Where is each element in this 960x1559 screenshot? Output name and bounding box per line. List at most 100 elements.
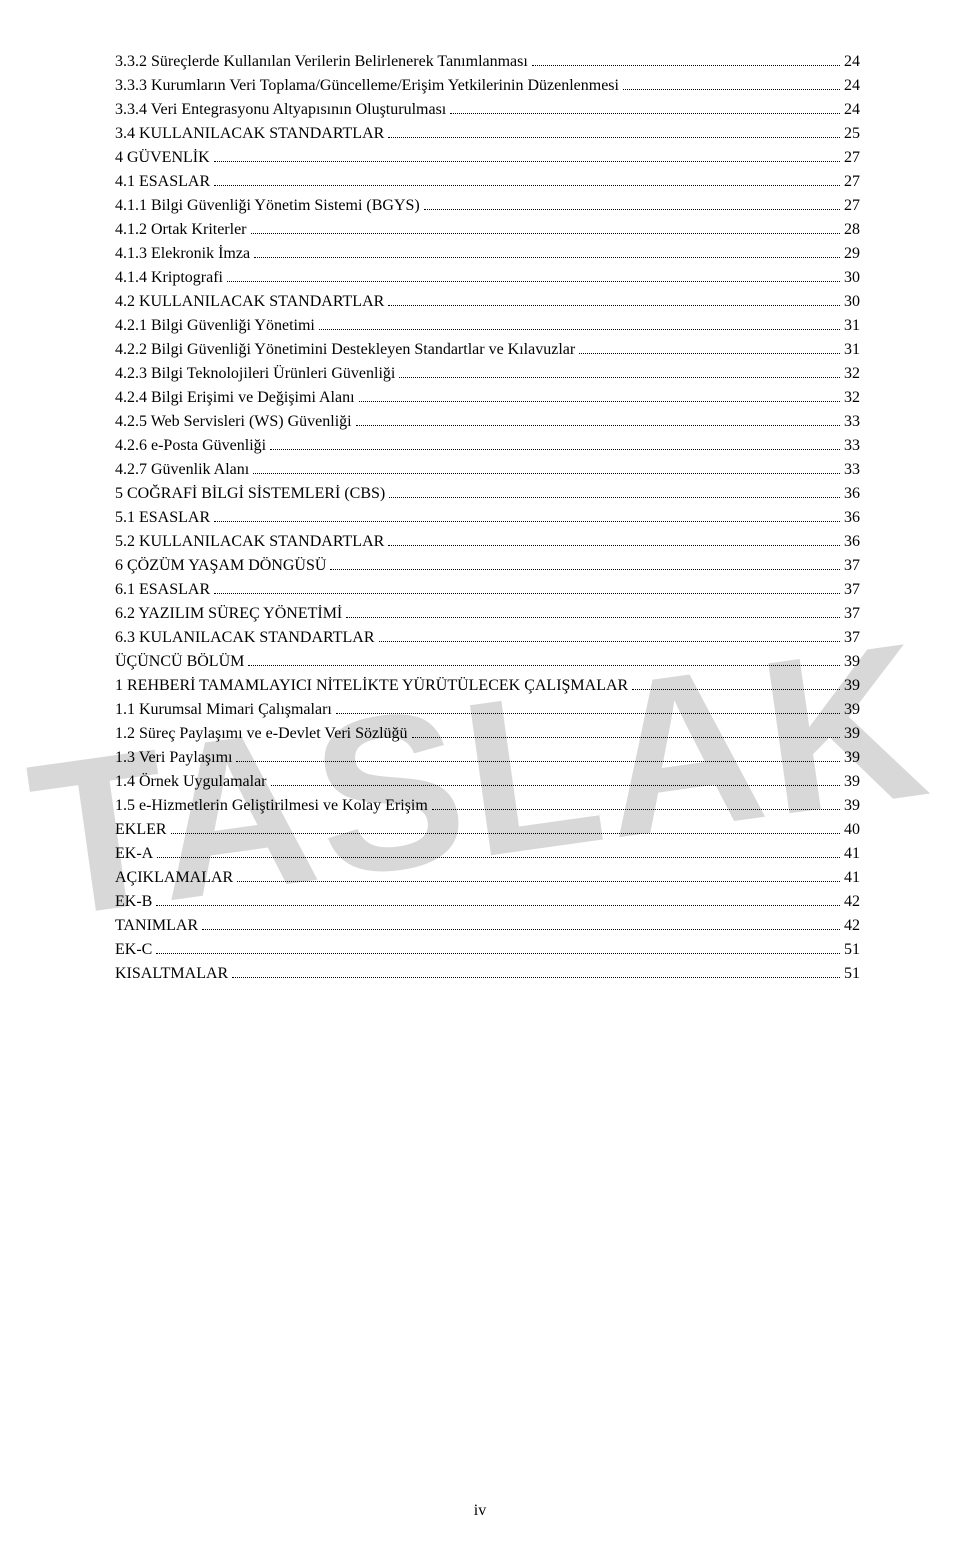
toc-leader-dots	[156, 939, 840, 954]
toc-entry-page: 27	[842, 170, 860, 194]
toc-entry-page: 32	[842, 362, 860, 386]
toc-row: 1.4 Örnek Uygulamalar 39	[115, 770, 860, 794]
toc-entry-page: 36	[842, 506, 860, 530]
table-of-contents: 3.3.2 Süreçlerde Kullanılan Verilerin Be…	[115, 50, 860, 986]
toc-leader-dots	[424, 195, 840, 210]
toc-leader-dots	[202, 915, 840, 930]
toc-entry-page: 33	[842, 434, 860, 458]
toc-leader-dots	[579, 339, 840, 354]
toc-entry-label: 4.2.3 Bilgi Teknolojileri Ürünleri Güven…	[115, 362, 397, 386]
toc-leader-dots	[359, 387, 840, 402]
toc-row: 1.5 e-Hizmetlerin Geliştirilmesi ve Kola…	[115, 794, 860, 818]
toc-entry-page: 42	[842, 914, 860, 938]
toc-entry-page: 25	[842, 122, 860, 146]
toc-entry-page: 51	[842, 962, 860, 986]
toc-row: 5 COĞRAFİ BİLGİ SİSTEMLERİ (CBS)36	[115, 482, 860, 506]
toc-row: 4.2 KULLANILACAK STANDARTLAR30	[115, 290, 860, 314]
toc-entry-page: 24	[842, 98, 860, 122]
toc-entry-page: 39	[842, 698, 860, 722]
toc-entry-label: 4.2.6 e-Posta Güvenliği	[115, 434, 268, 458]
toc-entry-page: 24	[842, 74, 860, 98]
toc-entry-page: 39	[842, 794, 860, 818]
toc-leader-dots	[450, 99, 840, 114]
toc-entry-label: 6.2 YAZILIM SÜREÇ YÖNETİMİ	[115, 602, 344, 626]
toc-row: 6 ÇÖZÜM YAŞAM DÖNGÜSÜ 37	[115, 554, 860, 578]
toc-entry-label: 3.4 KULLANILACAK STANDARTLAR	[115, 122, 386, 146]
toc-entry-page: 41	[842, 842, 860, 866]
toc-leader-dots	[251, 219, 840, 234]
toc-leader-dots	[389, 483, 840, 498]
toc-row: 1.1 Kurumsal Mimari Çalışmaları 39	[115, 698, 860, 722]
toc-row: 4.2.4 Bilgi Erişimi ve Değişimi Alanı 32	[115, 386, 860, 410]
toc-row: 4.1.3 Elekronik İmza29	[115, 242, 860, 266]
toc-entry-label: 3.3.2 Süreçlerde Kullanılan Verilerin Be…	[115, 50, 530, 74]
toc-leader-dots	[432, 795, 840, 810]
toc-entry-label: 5.2 KULLANILACAK STANDARTLAR	[115, 530, 386, 554]
toc-entry-label: 1.5 e-Hizmetlerin Geliştirilmesi ve Kola…	[115, 794, 430, 818]
toc-entry-label: AÇIKLAMALAR	[115, 866, 235, 890]
toc-entry-label: ÜÇÜNCÜ BÖLÜM	[115, 650, 246, 674]
toc-row: 1.2 Süreç Paylaşımı ve e-Devlet Veri Söz…	[115, 722, 860, 746]
toc-entry-label: 4.2.2 Bilgi Güvenliği Yönetimini Destekl…	[115, 338, 577, 362]
toc-entry-label: 1 REHBERİ TAMAMLAYICI NİTELİKTE YÜRÜTÜLE…	[115, 674, 630, 698]
toc-leader-dots	[236, 747, 840, 762]
toc-leader-dots	[532, 51, 840, 66]
toc-entry-label: 4.1.1 Bilgi Güvenliği Yönetim Sistemi (B…	[115, 194, 422, 218]
toc-entry-page: 32	[842, 386, 860, 410]
toc-entry-label: 4.2.4 Bilgi Erişimi ve Değişimi Alanı	[115, 386, 357, 410]
toc-entry-page: 39	[842, 674, 860, 698]
toc-row: 4.2.7 Güvenlik Alanı33	[115, 458, 860, 482]
toc-row: 4.1.2 Ortak Kriterler28	[115, 218, 860, 242]
toc-leader-dots	[336, 699, 840, 714]
toc-entry-label: 4 GÜVENLİK	[115, 146, 212, 170]
toc-entry-label: 4.1.3 Elekronik İmza	[115, 242, 252, 266]
toc-entry-label: 1.4 Örnek Uygulamalar	[115, 770, 269, 794]
toc-leader-dots	[632, 675, 840, 690]
toc-entry-page: 39	[842, 650, 860, 674]
toc-leader-dots	[171, 819, 840, 834]
toc-row: 1 REHBERİ TAMAMLAYICI NİTELİKTE YÜRÜTÜLE…	[115, 674, 860, 698]
toc-entry-label: 6.3 KULANILACAK STANDARTLAR	[115, 626, 377, 650]
toc-entry-page: 39	[842, 770, 860, 794]
page-number: iv	[0, 1499, 960, 1523]
toc-leader-dots	[623, 75, 840, 90]
toc-row: 5.2 KULLANILACAK STANDARTLAR 36	[115, 530, 860, 554]
toc-entry-page: 24	[842, 50, 860, 74]
toc-leader-dots	[248, 651, 840, 666]
toc-leader-dots	[412, 723, 840, 738]
toc-entry-label: 1.1 Kurumsal Mimari Çalışmaları	[115, 698, 334, 722]
toc-leader-dots	[388, 123, 840, 138]
toc-leader-dots	[356, 411, 840, 426]
toc-entry-page: 27	[842, 194, 860, 218]
toc-entry-page: 37	[842, 602, 860, 626]
toc-row: 4 GÜVENLİK27	[115, 146, 860, 170]
toc-entry-page: 33	[842, 458, 860, 482]
toc-entry-label: 5.1 ESASLAR	[115, 506, 212, 530]
toc-row: 4.1.4 Kriptografi30	[115, 266, 860, 290]
toc-leader-dots	[330, 555, 840, 570]
toc-row: 4.1 ESASLAR27	[115, 170, 860, 194]
toc-entry-label: EK-C	[115, 938, 154, 962]
toc-entry-page: 39	[842, 722, 860, 746]
toc-row: 1.3 Veri Paylaşımı39	[115, 746, 860, 770]
toc-row: 3.3.3 Kurumların Veri Toplama/Güncelleme…	[115, 74, 860, 98]
toc-entry-label: EK-B	[115, 890, 154, 914]
toc-leader-dots	[157, 843, 840, 858]
toc-leader-dots	[253, 459, 840, 474]
toc-leader-dots	[388, 291, 840, 306]
toc-row: EKLER40	[115, 818, 860, 842]
toc-entry-page: 36	[842, 530, 860, 554]
toc-entry-page: 37	[842, 626, 860, 650]
toc-entry-label: 4.2.1 Bilgi Güvenliği Yönetimi	[115, 314, 317, 338]
toc-entry-page: 36	[842, 482, 860, 506]
toc-leader-dots	[232, 963, 840, 978]
toc-entry-label: 3.3.4 Veri Entegrasyonu Altyapısının Olu…	[115, 98, 448, 122]
toc-leader-dots	[156, 891, 840, 906]
toc-leader-dots	[214, 507, 840, 522]
toc-entry-page: 37	[842, 554, 860, 578]
toc-row: 4.2.5 Web Servisleri (WS) Güvenliği33	[115, 410, 860, 434]
toc-entry-label: 4.2.5 Web Servisleri (WS) Güvenliği	[115, 410, 354, 434]
toc-leader-dots	[399, 363, 840, 378]
toc-leader-dots	[319, 315, 840, 330]
toc-entry-label: 6 ÇÖZÜM YAŞAM DÖNGÜSÜ	[115, 554, 328, 578]
